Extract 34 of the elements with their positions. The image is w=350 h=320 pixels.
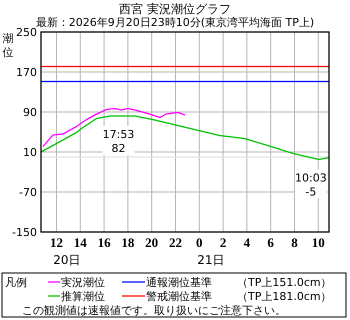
y-tick-label: 10 (23, 146, 37, 159)
legend-title: 凡例 (5, 276, 27, 289)
x-tick-label: 16 (98, 235, 112, 250)
x-tick-label: 22 (168, 235, 182, 250)
x-tick-label: 4 (244, 235, 251, 250)
y-tick-label: 90 (23, 106, 37, 119)
x-tick-label: 0 (196, 235, 203, 250)
chart-title: 西宮 実況潮位グラフ (119, 2, 231, 16)
x-tick-label: 18 (121, 235, 135, 250)
legend-label: 警戒潮位基準 (146, 290, 212, 303)
annotation: 17:53 82 (102, 128, 134, 155)
x-tick-label: 20 (145, 235, 158, 250)
y-axis-title: 潮位 (2, 32, 14, 59)
text: （TP上181.0cm） (237, 290, 332, 303)
y-tick-label: 250 (16, 26, 37, 39)
text: （TP上151.0cm） (237, 276, 332, 289)
legend-label: 通報潮位基準 (146, 276, 212, 289)
x-tick-label: 10 (312, 235, 325, 250)
x-tick-label: 6 (267, 235, 274, 250)
legend-label: 実況潮位 (61, 276, 105, 289)
y-tick-label: -150 (12, 226, 37, 239)
chart-subtitle: 最新：2026年9月20日23時10分(東京湾平均海面 TP上) (36, 16, 314, 29)
y-tick-label: -70 (19, 186, 37, 199)
x-tick-label: 2 (220, 235, 226, 250)
line-series (40, 115, 330, 160)
x-tick-label: 8 (291, 235, 298, 250)
legend-label: 推算潮位 (61, 290, 105, 303)
x-tick-label: 14 (74, 235, 88, 250)
text: 21日 (197, 253, 225, 267)
annotation: 10:03 -5 (295, 172, 327, 198)
text: 20日 (53, 253, 81, 267)
text: この観測値は速報値です。取り扱いにご注意下さい。 (22, 304, 286, 317)
x-tick-label: 12 (50, 235, 63, 250)
y-tick-label: 170 (16, 66, 37, 79)
